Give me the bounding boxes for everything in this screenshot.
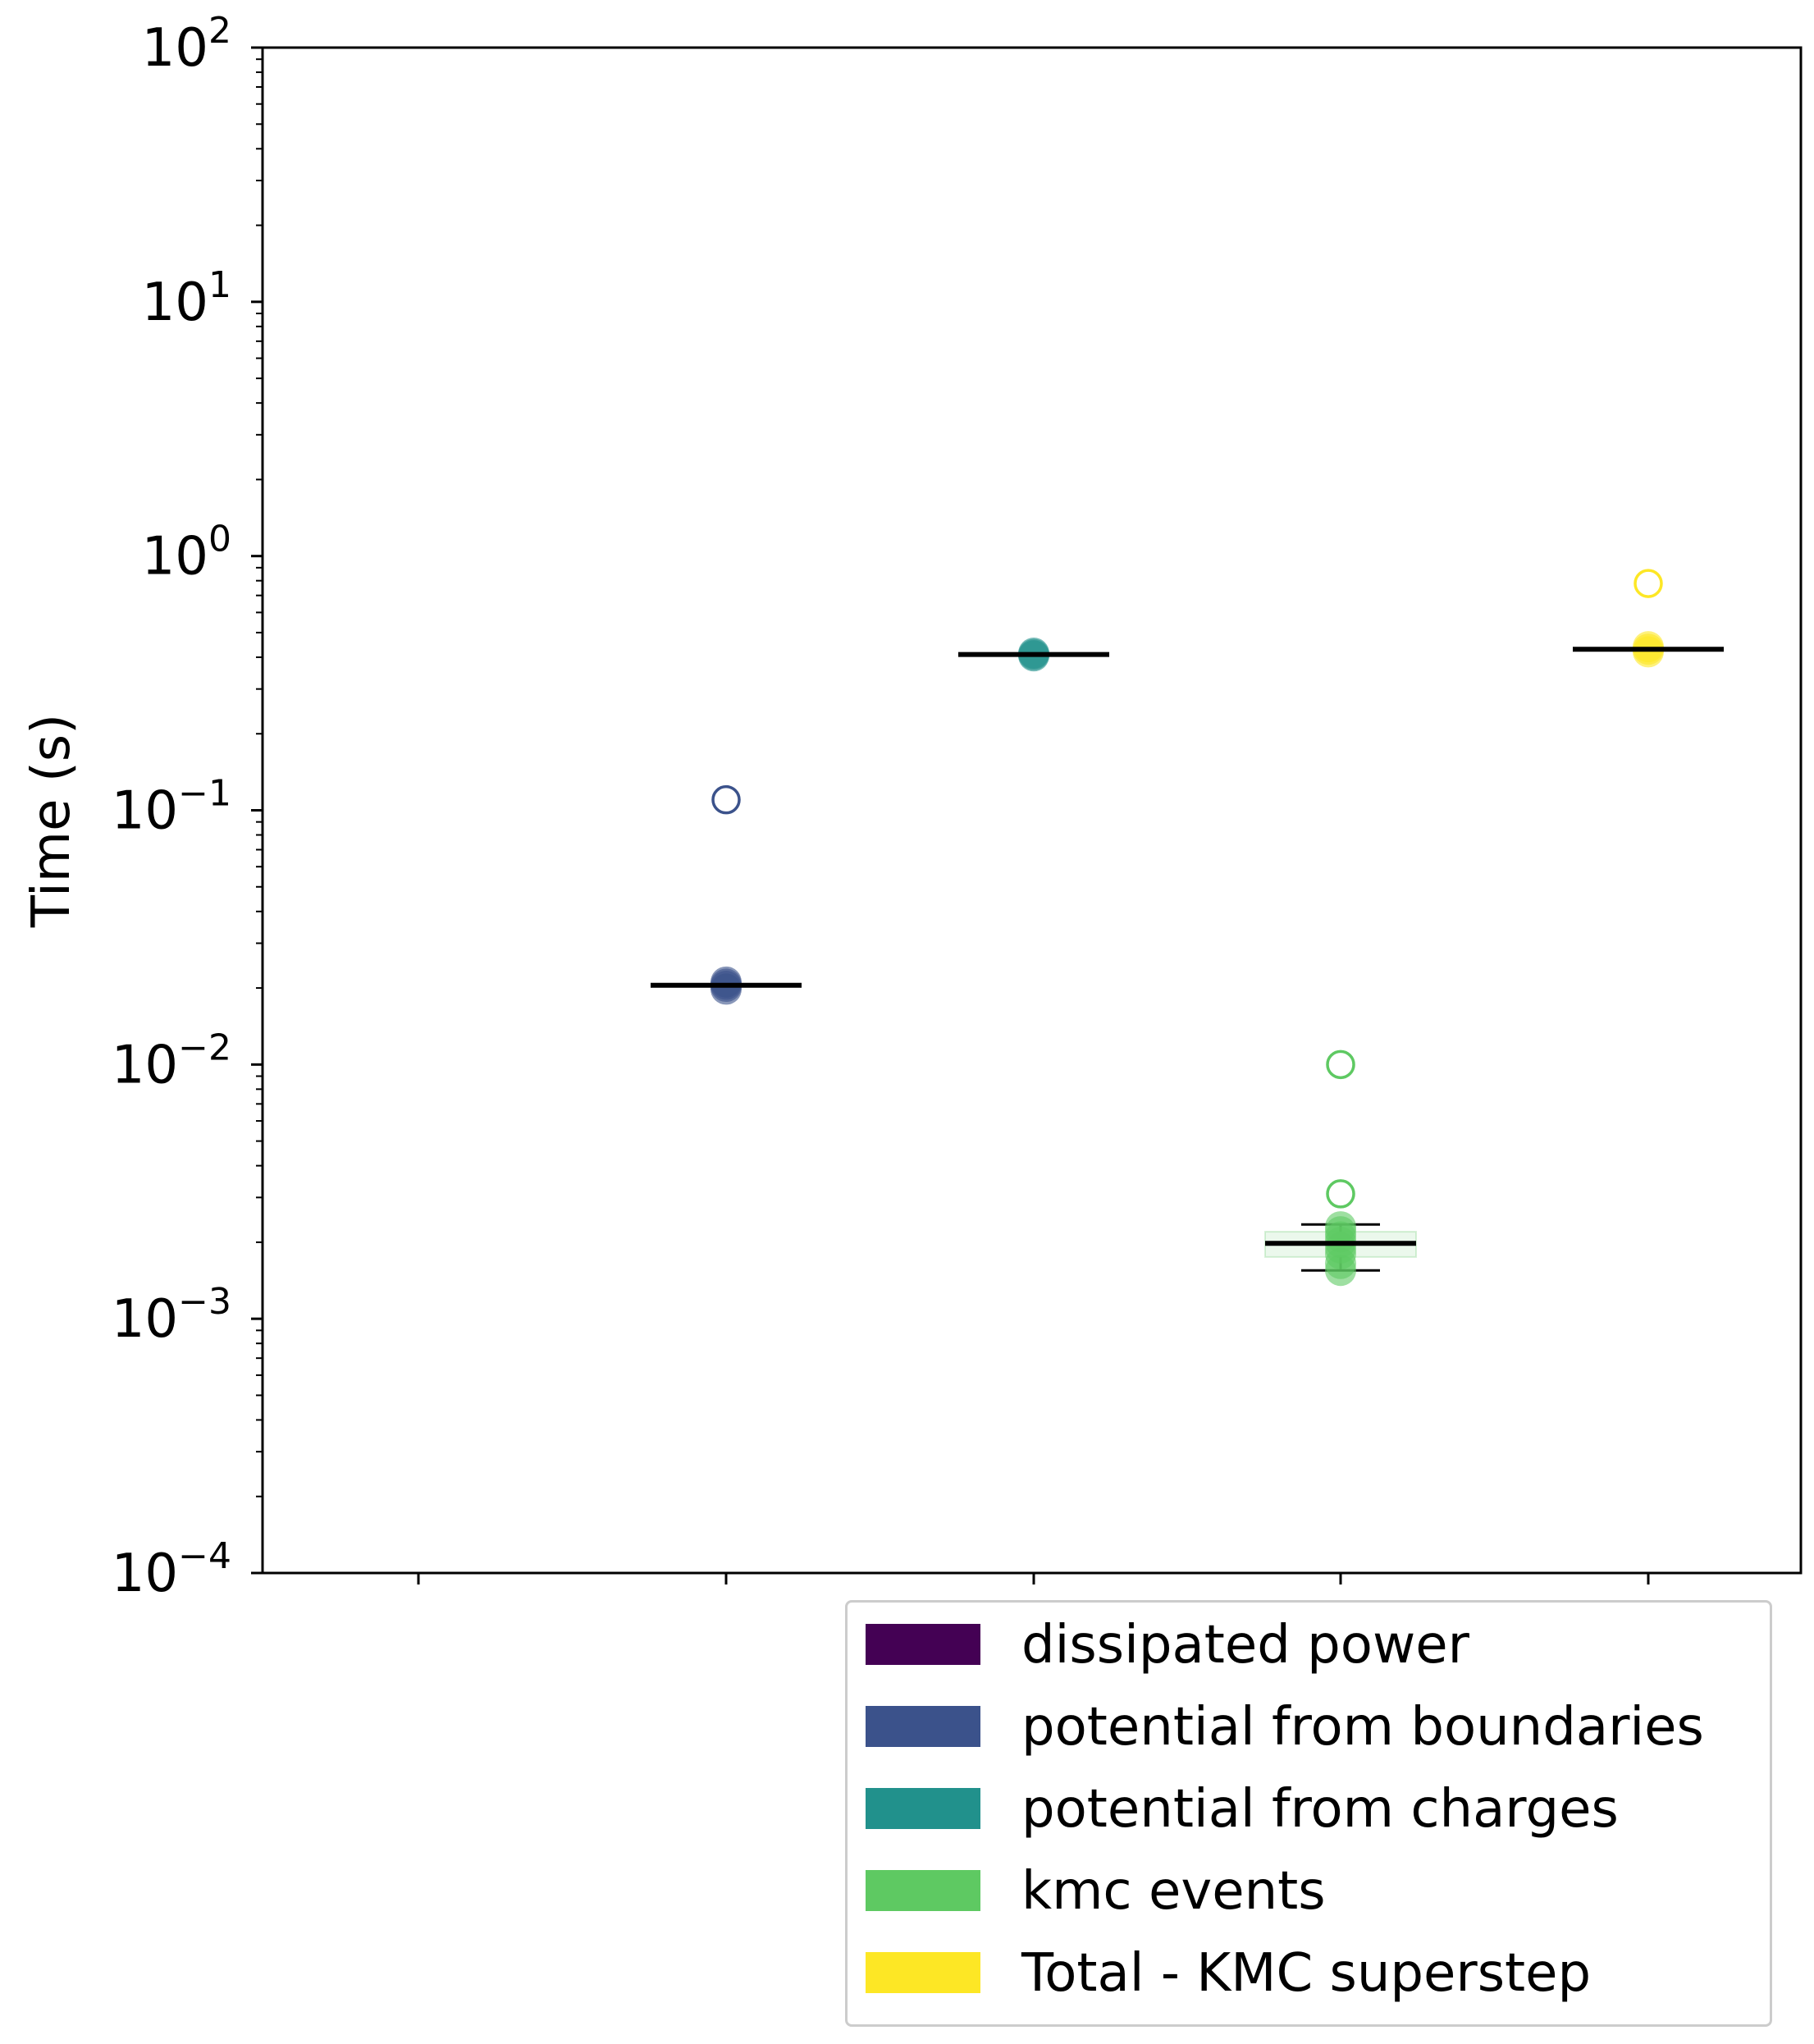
plot-frame [261, 46, 1803, 1575]
y-tick-label: 10−2 [112, 1027, 231, 1095]
legend-label: Total - KMC superstep [1021, 1943, 1592, 2004]
y-tick-label: 10−3 [112, 1281, 231, 1350]
legend-item-total-kmc-superstep: Total - KMC superstep [866, 1943, 1760, 2004]
y-tick-label: 100 [142, 519, 231, 588]
y-axis-label: Time (s) [21, 714, 82, 928]
outlier-point [1326, 1179, 1355, 1209]
legend-item-potential-from-boundaries: potential from boundaries [866, 1697, 1760, 1758]
legend-swatch [866, 1706, 980, 1747]
data-point [1325, 1211, 1356, 1243]
legend-swatch [866, 1952, 980, 1993]
y-tick-label: 10−1 [112, 773, 231, 842]
marks-layer [651, 569, 1724, 1287]
outlier-point [711, 784, 741, 815]
legend-label: kmc events [1021, 1861, 1326, 1922]
legend: dissipated power potential from boundari… [845, 1600, 1772, 2027]
legend-label: dissipated power [1021, 1615, 1469, 1676]
data-point [1633, 631, 1664, 663]
legend-swatch [866, 1870, 980, 1911]
axis-layer: 102 101 100 10−1 10−2 10−3 10−4 [112, 10, 1803, 1604]
legend-item-potential-from-charges: potential from charges [866, 1779, 1760, 1840]
outlier-point [1326, 1049, 1355, 1080]
legend-swatch [866, 1788, 980, 1829]
legend-item-dissipated-power: dissipated power [866, 1615, 1760, 1676]
outlier-point [1634, 569, 1663, 598]
legend-item-kmc-events: kmc events [866, 1861, 1760, 1922]
legend-label: potential from charges [1021, 1779, 1619, 1840]
y-tick-label: 101 [142, 264, 231, 333]
y-tick-label: 10−4 [112, 1535, 231, 1604]
legend-swatch [866, 1624, 980, 1665]
data-point [711, 966, 742, 998]
y-tick-label: 102 [142, 10, 231, 79]
legend-label: potential from boundaries [1021, 1697, 1704, 1758]
